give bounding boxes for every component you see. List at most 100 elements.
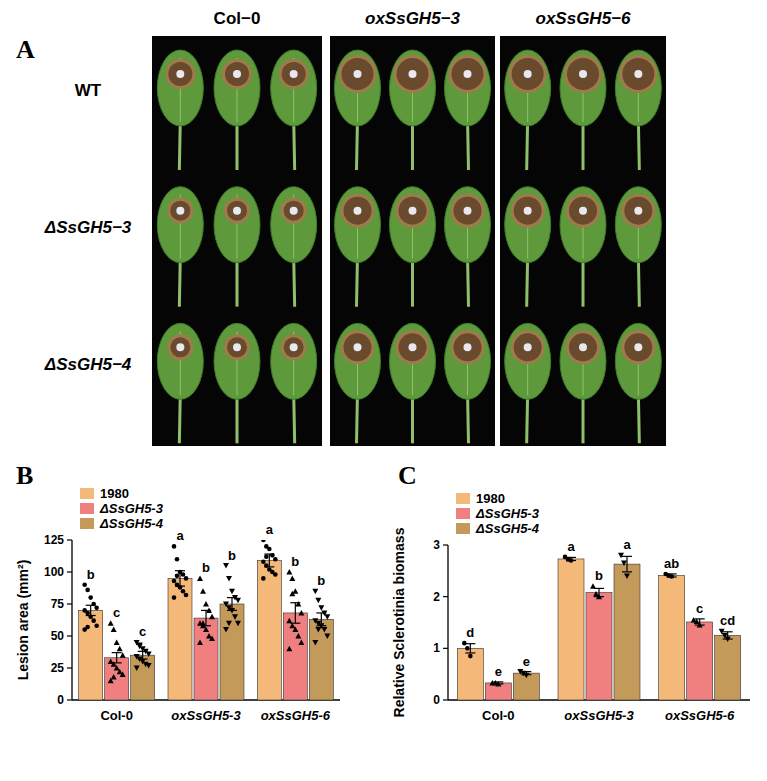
leaf — [505, 187, 551, 307]
error-cap — [723, 631, 733, 632]
leaf-blade — [214, 187, 260, 263]
leaf — [445, 323, 491, 443]
error-stem — [470, 644, 471, 653]
significance-letter: a — [623, 537, 631, 552]
y-tick-label: 50 — [51, 629, 65, 643]
lesion — [514, 197, 542, 225]
data-point — [137, 642, 143, 648]
data-point — [261, 576, 266, 581]
data-point — [596, 594, 602, 600]
agar-plug — [409, 70, 417, 78]
legend-label: 1980 — [100, 486, 129, 501]
lesion-halo — [619, 55, 657, 93]
data-point — [298, 610, 304, 616]
leaf-blade — [560, 323, 606, 399]
data-point — [694, 618, 700, 624]
data-point — [289, 623, 295, 629]
agar-plug — [290, 207, 298, 215]
lesion-halo — [341, 330, 375, 364]
significance-letter: c — [696, 601, 703, 616]
data-point — [324, 634, 330, 640]
data-point — [82, 583, 87, 588]
y-tick — [443, 596, 448, 597]
photo-panel — [330, 36, 495, 446]
error-stem — [90, 605, 91, 615]
data-point — [146, 651, 152, 657]
data-point — [226, 621, 232, 627]
lesion-halo — [566, 194, 600, 228]
leaf-blade — [445, 50, 491, 126]
leaf — [560, 50, 606, 170]
data-point — [669, 574, 674, 579]
lesion — [567, 58, 599, 90]
leaf-blade — [271, 50, 317, 126]
bar — [283, 613, 307, 700]
data-point — [618, 553, 624, 559]
agar-plug — [579, 343, 587, 351]
agar-plug — [233, 207, 241, 215]
column-label: Col−0 — [214, 9, 261, 28]
lesion — [170, 201, 190, 221]
agar-plug — [464, 70, 472, 78]
lesion — [569, 333, 597, 361]
data-point — [725, 637, 731, 643]
data-point — [197, 575, 203, 581]
data-point — [273, 557, 278, 562]
data-point — [209, 636, 215, 642]
data-point — [312, 640, 318, 646]
significance-letter: e — [495, 664, 502, 679]
data-point — [298, 639, 304, 645]
lesion — [284, 201, 304, 221]
data-point — [235, 621, 241, 627]
data-point — [621, 561, 627, 567]
data-point — [88, 615, 93, 620]
data-point — [324, 614, 330, 620]
y-tick — [67, 539, 72, 540]
lesion-halo — [396, 194, 430, 228]
row-label: ΔSsGH5−4 — [44, 355, 132, 374]
lesion-halo — [167, 334, 193, 360]
x-tick-label: Col-0 — [100, 708, 133, 723]
y-tick — [443, 544, 448, 545]
significance-letter: d — [466, 625, 474, 640]
lesion — [514, 333, 542, 361]
row-label: ΔSsGH5−3 — [44, 218, 132, 237]
data-point — [267, 547, 272, 552]
data-point — [111, 674, 117, 680]
lesion-halo — [449, 55, 487, 93]
data-point — [321, 627, 327, 633]
y-tick-label: 0 — [433, 693, 440, 707]
legend-swatch — [456, 508, 470, 519]
agar-plug — [464, 343, 472, 351]
leaf — [505, 323, 551, 443]
y-tick-label: 25 — [51, 661, 65, 675]
leaf — [214, 50, 260, 170]
significance-letter: b — [87, 567, 95, 582]
legend-swatch — [456, 493, 470, 504]
data-point — [289, 575, 295, 581]
lesion-halo — [281, 198, 307, 224]
bar — [687, 622, 713, 700]
data-point — [223, 627, 229, 633]
data-point — [295, 633, 301, 639]
leaf — [157, 50, 203, 170]
lesion-halo — [621, 194, 655, 228]
data-point — [200, 620, 206, 626]
bar — [309, 619, 333, 700]
leaf — [615, 187, 661, 307]
data-point — [523, 673, 529, 679]
lesion-halo — [451, 330, 485, 364]
lesion — [624, 197, 652, 225]
legend-swatch — [456, 523, 470, 534]
legend-label: ΔSsGH5-3 — [99, 501, 164, 516]
agar-plug — [409, 343, 417, 351]
panel-label: B — [16, 461, 33, 490]
significance-letter: b — [202, 560, 210, 575]
bar — [79, 610, 103, 700]
leaf-blade — [271, 323, 317, 399]
agar-plug — [354, 207, 362, 215]
legend-swatch — [80, 518, 94, 529]
data-point — [111, 627, 117, 633]
data-point — [261, 540, 266, 542]
data-point — [114, 639, 120, 645]
